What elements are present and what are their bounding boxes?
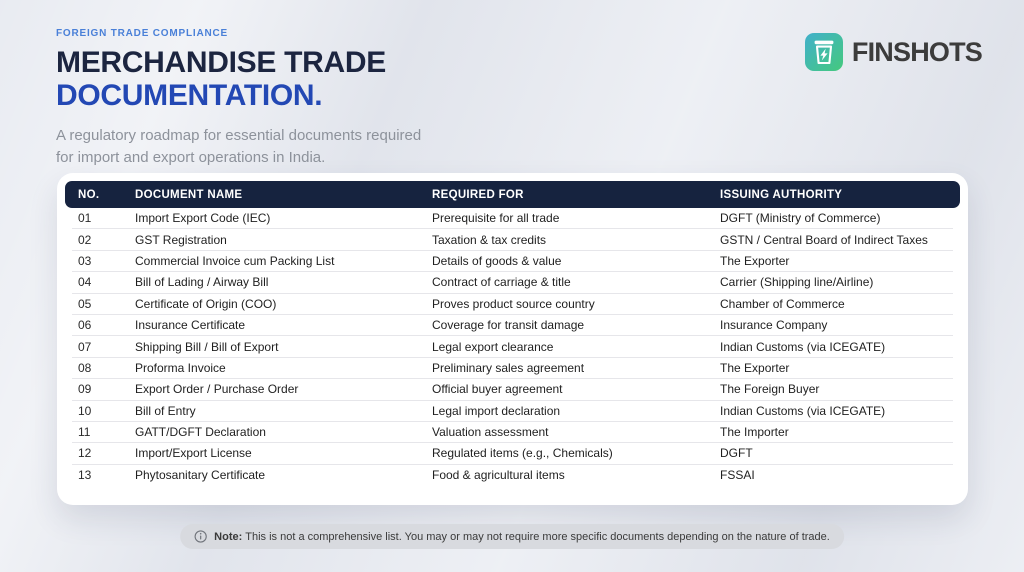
- table-header-row: NO. DOCUMENT NAME REQUIRED FOR ISSUING A…: [65, 181, 960, 208]
- table-row: 07 Shipping Bill / Bill of Export Legal …: [72, 336, 953, 358]
- brand-logo: FINSHOTS: [804, 33, 983, 71]
- cell-issuing-authority: Indian Customs (via ICEGATE): [720, 339, 886, 354]
- cell-no: 09: [78, 382, 92, 397]
- cell-required-for: Prerequisite for all trade: [432, 211, 560, 226]
- cell-required-for: Official buyer agreement: [432, 382, 563, 397]
- table-row: 09 Export Order / Purchase Order Officia…: [72, 379, 953, 401]
- cell-document-name: Export Order / Purchase Order: [135, 382, 299, 397]
- table-row: 12 Import/Export License Regulated items…: [72, 443, 953, 465]
- cell-issuing-authority: The Exporter: [720, 253, 790, 268]
- cell-issuing-authority: FSSAI: [720, 468, 755, 483]
- cell-no: 04: [78, 275, 92, 290]
- cell-issuing-authority: DGFT (Ministry of Commerce): [720, 211, 881, 226]
- table-row: 11 GATT/DGFT Declaration Valuation asses…: [72, 422, 953, 444]
- cell-document-name: GST Registration: [135, 232, 227, 247]
- cell-no: 01: [78, 211, 92, 226]
- table-body: 01 Import Export Code (IEC) Prerequisite…: [72, 208, 953, 486]
- brand-name: FINSHOTS: [851, 36, 983, 67]
- eyebrow-label: FOREIGN TRADE COMPLIANCE: [56, 28, 228, 39]
- note-label: Note:: [214, 530, 243, 543]
- cell-no: 13: [78, 468, 92, 483]
- cell-document-name: Bill of Lading / Airway Bill: [135, 275, 269, 290]
- cell-issuing-authority: Chamber of Commerce: [720, 296, 845, 311]
- note-pill: Note: This is not a comprehensive list. Y…: [180, 524, 844, 549]
- cell-issuing-authority: The Exporter: [720, 360, 790, 375]
- cell-required-for: Proves product source country: [432, 296, 595, 311]
- table-row: 08 Proforma Invoice Preliminary sales ag…: [72, 358, 953, 380]
- table-row: 03 Commercial Invoice cum Packing List D…: [72, 251, 953, 273]
- cell-document-name: Shipping Bill / Bill of Export: [135, 339, 279, 354]
- cell-document-name: Certificate of Origin (COO): [135, 296, 277, 311]
- table-row: 01 Import Export Code (IEC) Prerequisite…: [72, 208, 953, 230]
- note-text: Note: This is not a comprehensive list. Y…: [214, 531, 830, 543]
- cell-document-name: Bill of Entry: [135, 403, 196, 418]
- cell-issuing-authority: Indian Customs (via ICEGATE): [720, 403, 886, 418]
- cell-issuing-authority: Carrier (Shipping line/Airline): [720, 275, 874, 290]
- column-header-required-for: REQUIRED FOR: [432, 188, 524, 201]
- column-header-document-name: DOCUMENT NAME: [135, 188, 243, 201]
- table-row: 02 GST Registration Taxation & tax credi…: [72, 229, 953, 251]
- cell-document-name: Proforma Invoice: [135, 360, 226, 375]
- cell-required-for: Valuation assessment: [432, 425, 549, 440]
- cell-no: 07: [78, 339, 92, 354]
- table-row: 05 Certificate of Origin (COO) Proves pr…: [72, 294, 953, 315]
- cell-no: 06: [78, 318, 92, 333]
- cell-no: 10: [78, 403, 92, 418]
- column-header-no: NO.: [78, 188, 100, 201]
- cell-issuing-authority: GSTN / Central Board of Indirect Taxes: [720, 232, 928, 247]
- table-row: 06 Insurance Certificate Coverage for tr…: [72, 315, 953, 337]
- page-heading: FOREIGN TRADE COMPLIANCE MERCHANDISE TRA…: [56, 28, 421, 169]
- cell-no: 05: [78, 296, 92, 311]
- cell-required-for: Legal export clearance: [432, 339, 554, 354]
- page-subtitle-line-1: A regulatory roadmap for essential docum…: [56, 127, 422, 144]
- cell-issuing-authority: The Importer: [720, 425, 789, 440]
- cell-required-for: Legal import declaration: [432, 403, 561, 418]
- cell-required-for: Food & agricultural items: [432, 468, 565, 483]
- cell-required-for: Preliminary sales agreement: [432, 360, 585, 375]
- cell-no: 03: [78, 253, 92, 268]
- cell-issuing-authority: Insurance Company: [720, 318, 828, 333]
- cell-document-name: Insurance Certificate: [135, 318, 246, 333]
- cell-issuing-authority: DGFT: [720, 446, 753, 461]
- documents-table-card: NO. DOCUMENT NAME REQUIRED FOR ISSUING A…: [57, 173, 968, 505]
- cell-issuing-authority: The Foreign Buyer: [720, 382, 820, 397]
- table-row: 13 Phytosanitary Certificate Food & agri…: [72, 465, 953, 486]
- page-subtitle: A regulatory roadmap for essential docum…: [56, 125, 421, 169]
- page-title: MERCHANDISE TRADE DOCUMENTATION.: [56, 46, 421, 112]
- cell-document-name: Phytosanitary Certificate: [135, 468, 266, 483]
- cell-document-name: Import Export Code (IEC): [135, 211, 271, 226]
- cell-document-name: Commercial Invoice cum Packing List: [135, 253, 335, 268]
- info-icon: [194, 530, 207, 543]
- cell-no: 12: [78, 446, 92, 461]
- table-row: 04 Bill of Lading / Airway Bill Contract…: [72, 272, 953, 294]
- cell-no: 02: [78, 232, 92, 247]
- cell-required-for: Coverage for transit damage: [432, 318, 585, 333]
- table-row: 10 Bill of Entry Legal import declaratio…: [72, 401, 953, 422]
- cell-required-for: Contract of carriage & title: [432, 275, 571, 290]
- cell-required-for: Taxation & tax credits: [432, 232, 547, 247]
- note-body: This is not a comprehensive list. You ma…: [245, 530, 830, 543]
- finshots-cup-icon: [804, 33, 843, 71]
- column-header-issuing-authority: ISSUING AUTHORITY: [720, 188, 843, 201]
- cell-document-name: Import/Export License: [135, 446, 252, 461]
- page-title-line-1: MERCHANDISE TRADE: [56, 46, 386, 79]
- cell-no: 08: [78, 360, 92, 375]
- cell-no: 11: [78, 425, 91, 440]
- cell-required-for: Regulated items (e.g., Chemicals): [432, 446, 613, 461]
- page-subtitle-line-2: for import and export operations in Indi…: [56, 149, 326, 166]
- cell-required-for: Details of goods & value: [432, 253, 562, 268]
- cell-document-name: GATT/DGFT Declaration: [135, 425, 266, 440]
- page-title-line-2: DOCUMENTATION.: [56, 79, 323, 112]
